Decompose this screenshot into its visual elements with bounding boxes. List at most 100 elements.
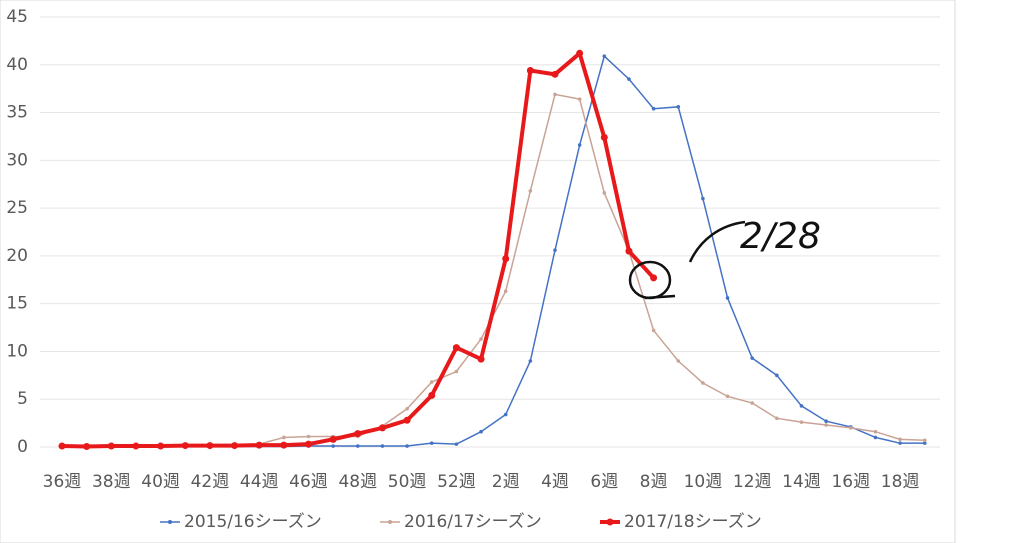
y-tick-label: 30 [6, 150, 28, 170]
point [331, 444, 335, 448]
x-tick-label: 10週 [684, 472, 723, 492]
point [553, 92, 557, 97]
point [503, 412, 508, 417]
x-tick-label: 16週 [831, 472, 870, 492]
point [922, 441, 927, 445]
x-tick-label: 8週 [640, 472, 668, 492]
point [651, 106, 656, 111]
x-tick-label: 42週 [191, 472, 230, 492]
x-tick-label: 52週 [437, 472, 476, 492]
point [725, 394, 730, 399]
point [305, 440, 312, 448]
point [306, 434, 311, 439]
point [600, 133, 608, 141]
point [255, 441, 263, 449]
x-tick-label: 18週 [881, 472, 920, 492]
point [477, 355, 485, 363]
point [403, 416, 411, 424]
point [799, 404, 804, 408]
legend-label: 2017/18シーズン [624, 512, 762, 532]
x-tick-label: 44週 [240, 472, 279, 492]
point [452, 344, 460, 352]
point [775, 373, 779, 378]
point [824, 419, 828, 424]
point [380, 444, 385, 448]
x-tick-label: 12週 [733, 472, 772, 492]
point [898, 437, 902, 442]
point [329, 435, 337, 443]
point [873, 429, 878, 434]
point [676, 105, 681, 109]
annotation: 2/28 [740, 216, 821, 257]
x-tick-label: 40週 [141, 472, 180, 492]
x-tick-label: 4週 [541, 472, 569, 492]
point [502, 255, 510, 263]
x-tick-label: 36週 [43, 472, 82, 492]
point [553, 248, 557, 252]
point [602, 54, 607, 58]
point [503, 289, 508, 294]
x-tick-label: 14週 [782, 472, 821, 492]
legend-marker [606, 518, 614, 526]
point [479, 429, 483, 434]
y-tick-label: 20 [6, 246, 28, 266]
point [650, 274, 658, 282]
legend-label: 2016/17シーズン [404, 512, 542, 532]
point [429, 441, 434, 445]
point [157, 442, 165, 450]
point [58, 442, 66, 450]
point [356, 444, 360, 448]
point [799, 420, 804, 424]
point [528, 359, 533, 363]
point [405, 406, 409, 411]
point [132, 442, 140, 450]
legend-marker [168, 520, 172, 524]
point [282, 435, 286, 440]
point [701, 381, 705, 385]
y-tick-label: 5 [17, 389, 28, 409]
legend-label: 2015/16シーズン [184, 512, 322, 532]
point [625, 247, 633, 255]
point [528, 189, 533, 193]
plot: 0 5 10 15 20 25 30 35 40 45 36週 38週 40週 42週 44週 46週 48週 5… [6, 7, 940, 532]
point [107, 442, 115, 450]
x-tick-label: 46週 [289, 472, 328, 492]
y-tick-label: 35 [6, 103, 28, 123]
x-tick-label: 50週 [388, 472, 427, 492]
point [479, 337, 483, 341]
point [454, 442, 459, 446]
point [701, 196, 705, 201]
point [577, 97, 582, 101]
x-tick-label: 6週 [590, 472, 618, 492]
y-tick-label: 40 [6, 55, 28, 75]
point [577, 143, 582, 147]
point [627, 77, 631, 81]
point [405, 444, 409, 448]
point [873, 435, 878, 440]
point [725, 296, 730, 300]
point [428, 391, 436, 399]
point [576, 49, 584, 57]
x-tick-label: 48週 [338, 472, 377, 492]
point [378, 424, 386, 432]
y-tick-label: 0 [17, 437, 28, 457]
point [551, 70, 559, 78]
annotation-stroke [644, 294, 676, 300]
y-tick-label: 10 [6, 341, 28, 361]
point [775, 416, 779, 421]
point [231, 442, 239, 450]
point [526, 67, 534, 75]
annotation-arrow [688, 220, 746, 263]
point [750, 401, 754, 405]
point [206, 442, 214, 450]
point [849, 426, 853, 430]
point [454, 369, 459, 374]
y-tick-label: 15 [6, 294, 28, 314]
x-tick-label: 2週 [492, 472, 520, 492]
x-tick-label: 38週 [92, 472, 131, 492]
point [922, 438, 927, 443]
point [83, 443, 91, 451]
point [898, 441, 902, 445]
legend-marker [388, 520, 392, 524]
